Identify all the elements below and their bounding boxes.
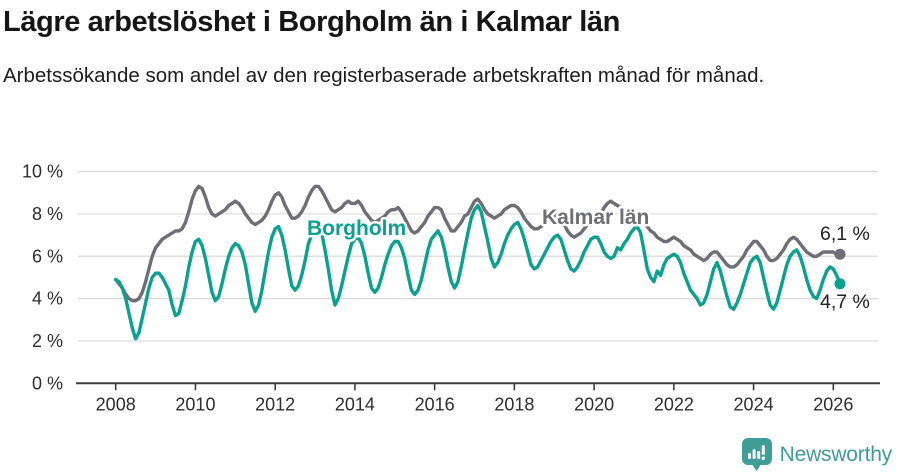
x-tick-label: 2016: [415, 394, 455, 414]
x-tick-label: 2022: [654, 394, 694, 414]
y-tick-label: 2 %: [32, 331, 63, 351]
y-tick-label: 0 %: [32, 373, 63, 393]
y-tick-label: 10 %: [22, 162, 63, 182]
newsworthy-brand-text: Newsworthy: [779, 442, 893, 466]
series-label-borgholm: Borgholm: [307, 217, 406, 240]
page-title: Lägre arbetslöshet i Borgholm än i Kalma…: [3, 6, 620, 38]
end-value-label-borgholm: 4,7 %: [820, 291, 870, 313]
x-tick-label: 2020: [574, 394, 614, 414]
x-tick-label: 2012: [255, 394, 295, 414]
x-tick-label: 2024: [734, 394, 774, 414]
x-tick-label: 2010: [175, 394, 215, 414]
series-line-borgholm: [113, 203, 842, 341]
chart-generated-layer: 0 % 2 % 4 % 6 % 8 % 10 % 2008 2010 2012 2014 2016 2…: [22, 162, 880, 414]
end-dot-borgholm: [834, 278, 846, 290]
end-value-label-kalmar: 6,1 %: [820, 223, 870, 245]
newsworthy-brand: Newsworthy: [741, 438, 893, 471]
series-label-kalmar-lan: Kalmar län: [542, 206, 649, 229]
x-tick-label: 2014: [335, 394, 375, 414]
series-line-kalmar-l-n: [113, 184, 842, 303]
y-tick-label: 4 %: [32, 289, 63, 309]
end-dot-kalmar-l-n: [834, 248, 846, 260]
x-tick-label: 2008: [96, 394, 136, 414]
x-tick-label: 2026: [813, 394, 853, 414]
newsworthy-logo-icon: [741, 438, 772, 471]
chart-subtitle: Arbetssökande som andel av den registerb…: [3, 64, 765, 87]
y-tick-label: 8 %: [32, 204, 63, 224]
x-tick-label: 2018: [494, 394, 534, 414]
y-tick-label: 6 %: [32, 246, 63, 266]
